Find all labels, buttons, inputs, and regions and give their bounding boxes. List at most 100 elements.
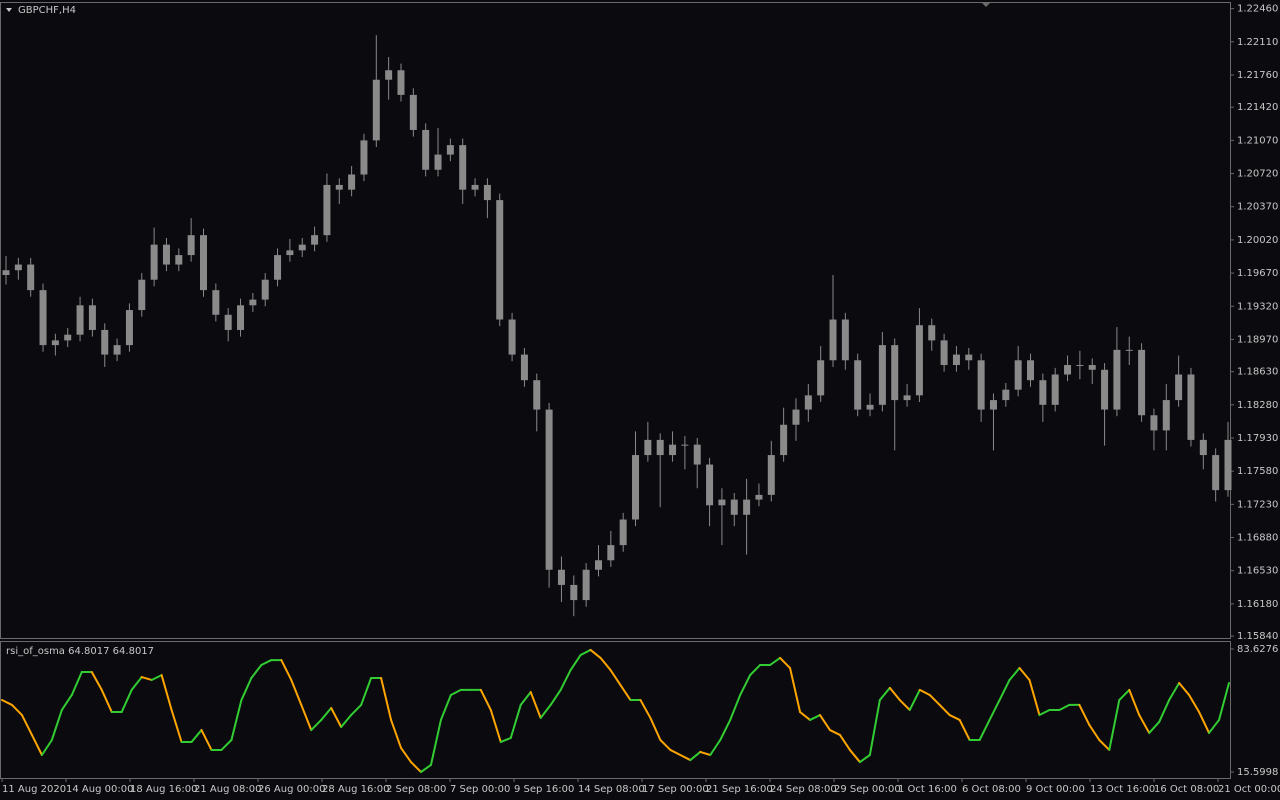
indicator-segment [380, 676, 393, 721]
indicator-segment [519, 691, 532, 706]
indicator-y-tick-label: 15.5998 [1237, 767, 1278, 778]
candle-body [977, 360, 985, 410]
candle-body [1175, 374, 1183, 401]
candle-body [1162, 400, 1170, 431]
indicator-segment [649, 716, 662, 741]
y-tick-label: 1.18280 [1237, 400, 1278, 411]
y-tick-label: 1.20370 [1237, 202, 1278, 213]
indicator-segment [40, 738, 53, 757]
indicator-segment [300, 703, 313, 732]
indicator-segment [479, 688, 492, 711]
indicator-segment [1148, 720, 1161, 734]
indicator-segment [729, 693, 742, 721]
x-tick-label: 26 Aug 00:00 [258, 784, 325, 795]
symbol-menu-arrow[interactable] [6, 8, 12, 12]
y-tick-label: 1.16530 [1237, 566, 1278, 577]
indicator-segment [958, 718, 971, 741]
candle-body [471, 184, 479, 190]
x-tick-label: 2 Sep 08:00 [386, 784, 446, 795]
candle-body [804, 395, 812, 410]
indicator-segment [888, 686, 901, 702]
indicator-label: rsi_of_osma 64.8017 64.8017 [6, 646, 154, 657]
candle-body [669, 444, 677, 456]
candle-body [274, 255, 282, 280]
indicator-segment [619, 684, 632, 702]
candle-body [508, 319, 516, 355]
indicator-segment [260, 659, 273, 666]
x-tick-label: 21 Aug 08:00 [194, 784, 261, 795]
shift-marker [982, 3, 990, 7]
y-tick-label: 1.21420 [1237, 102, 1278, 113]
indicator-segment [779, 656, 792, 670]
x-tick-label: 9 Sep 16:00 [514, 784, 574, 795]
indicator-segment [838, 733, 851, 751]
candle-body [51, 340, 59, 346]
indicator-segment [689, 750, 702, 762]
indicator-reading: 64.8017 [68, 646, 109, 657]
y-tick-label: 1.21070 [1237, 135, 1278, 146]
candle-body [409, 94, 417, 130]
y-tick-label: 1.19320 [1237, 301, 1278, 312]
indicator-segment [230, 699, 243, 741]
indicator-segment [679, 754, 692, 762]
candle-body [261, 279, 269, 300]
candle-body [866, 404, 874, 410]
x-tick-label: 14 Aug 00:00 [66, 784, 133, 795]
candle-body [545, 409, 553, 570]
indicator-segment [1218, 682, 1230, 721]
candle-body [138, 279, 146, 311]
indicator-segment [120, 688, 133, 713]
indicator-segment [1058, 703, 1071, 711]
x-tick-label: 21 Sep 16:00 [706, 784, 773, 795]
indicator-segment [1168, 682, 1181, 702]
indicator-segment [250, 663, 263, 679]
indicator-segment [1128, 688, 1141, 717]
x-tick-label: 21 Oct 00:00 [1218, 784, 1280, 795]
price-pane [0, 2, 1231, 639]
indicator-segment [320, 706, 333, 721]
x-tick-label: 29 Sep 00:00 [834, 784, 901, 795]
indicator-segment [819, 714, 831, 732]
candle-body [755, 494, 763, 500]
candle-body [557, 569, 565, 585]
indicator-name: rsi_of_osma [6, 646, 65, 657]
indicator-segment [280, 659, 293, 681]
candle-body [434, 154, 442, 170]
candle-body [582, 569, 590, 601]
indicator-segment [529, 691, 542, 719]
candle-body [570, 584, 578, 601]
candle-body [792, 409, 800, 425]
candle-body [656, 439, 664, 456]
candle-body [483, 184, 491, 201]
candle-body [594, 560, 602, 570]
y-tick-label: 1.16180 [1237, 599, 1278, 610]
candle-body [286, 250, 294, 256]
candle-body [829, 319, 837, 361]
candle-body [311, 235, 319, 245]
candle-body [520, 354, 528, 381]
candle-body [1088, 365, 1096, 370]
indicator-segment [220, 738, 233, 751]
candle-body [446, 145, 454, 155]
candle-body [348, 174, 356, 190]
indicator-segment [908, 688, 921, 711]
candle-body [693, 444, 701, 465]
indicator-segment [739, 674, 752, 696]
indicator-segment [988, 699, 1001, 721]
candle-body [14, 264, 22, 271]
y-tick-label: 1.18970 [1237, 334, 1278, 345]
indicator-segment [30, 733, 43, 757]
candle-body [767, 455, 775, 495]
indicator-segment [130, 676, 143, 691]
indicator-segment [609, 669, 622, 687]
candle-body [1039, 380, 1047, 405]
candle-body [1212, 455, 1220, 491]
indicator-segment [150, 674, 163, 681]
indicator-segment [170, 708, 183, 743]
x-tick-label: 13 Oct 16:00 [1090, 784, 1155, 795]
y-tick-label: 1.17580 [1237, 466, 1278, 477]
y-tick-label: 1.18630 [1237, 367, 1278, 378]
indicator-segment [559, 669, 572, 691]
candle-body [681, 444, 689, 446]
